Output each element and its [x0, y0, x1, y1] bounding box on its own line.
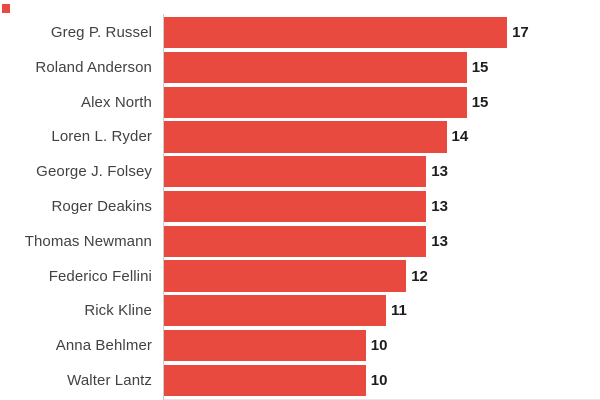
y-axis-line: [163, 14, 164, 400]
category-label: Greg P. Russel: [50, 24, 152, 42]
category-label: Loren L. Ryder: [51, 128, 152, 146]
bar[interactable]: [164, 364, 366, 396]
value-label: 17: [512, 24, 529, 42]
value-label: 11: [391, 302, 407, 320]
category-label: Roland Anderson: [35, 58, 152, 76]
value-label: 15: [471, 93, 489, 111]
bar-row: Anna Behlmer 10: [0, 329, 600, 362]
value-label: 13: [431, 232, 448, 250]
category-label: Walter Lantz: [67, 371, 152, 389]
bar-row: Thomas Newmann 13: [0, 225, 600, 257]
bar-row: Loren L. Ryder 14: [0, 121, 600, 153]
bar-row: Rick Kline 11: [0, 295, 600, 327]
value-label: 10: [370, 371, 388, 389]
value-label: 13: [431, 163, 448, 181]
category-label: Roger Deakins: [51, 197, 152, 215]
value-label: 12: [411, 267, 428, 285]
value-label: 13: [431, 197, 448, 215]
bar-row: Roger Deakins 13: [0, 190, 600, 223]
bar-row: Alex North 15: [0, 86, 600, 118]
value-label: 14: [451, 128, 469, 146]
bar[interactable]: [164, 225, 427, 257]
bar[interactable]: [164, 329, 366, 362]
bar[interactable]: [164, 295, 386, 327]
category-label: Thomas Newmann: [24, 232, 152, 250]
bar-row: Federico Fellini 12: [0, 260, 600, 292]
category-label: Alex North: [80, 93, 152, 111]
bar-row: Walter Lantz 10: [0, 364, 600, 396]
category-label: Anna Behlmer: [55, 337, 152, 355]
bar[interactable]: [164, 51, 467, 84]
value-label: 15: [471, 58, 489, 76]
bar[interactable]: [164, 156, 427, 188]
bar-row: George J. Folsey 13: [0, 156, 600, 188]
bar[interactable]: [164, 190, 427, 223]
bar-row: Greg P. Russel 17: [0, 17, 600, 49]
bar[interactable]: [164, 121, 447, 153]
category-label: Federico Fellini: [48, 267, 152, 285]
bar[interactable]: [164, 17, 508, 49]
bar[interactable]: [164, 86, 467, 118]
bar-row: Roland Anderson 15: [0, 51, 600, 84]
value-label: 10: [370, 337, 388, 355]
corner-marker: [2, 4, 10, 13]
category-label: George J. Folsey: [36, 163, 152, 181]
category-label: Rick Kline: [84, 302, 152, 320]
bar[interactable]: [164, 260, 407, 292]
